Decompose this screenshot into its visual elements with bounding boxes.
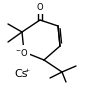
Text: +: + bbox=[24, 68, 29, 73]
Text: Cs: Cs bbox=[14, 69, 28, 79]
Text: $\mathregular{{}^{-}}$O: $\mathregular{{}^{-}}$O bbox=[15, 46, 29, 57]
Text: O: O bbox=[37, 4, 43, 12]
